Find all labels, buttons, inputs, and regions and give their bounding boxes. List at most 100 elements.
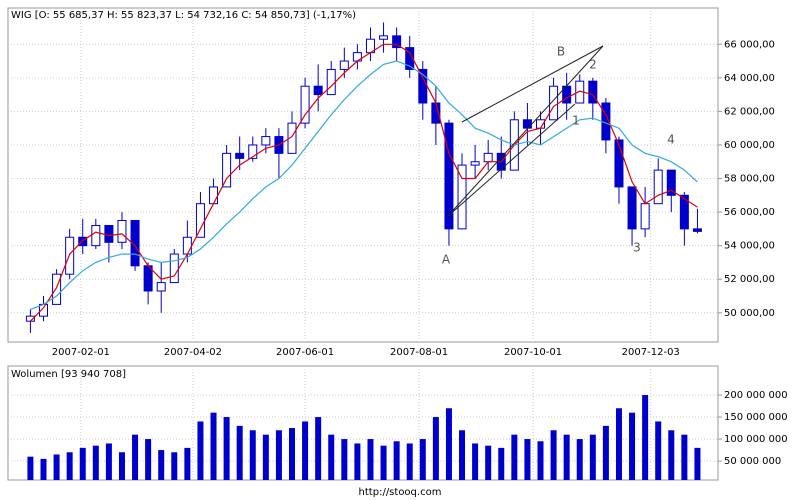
candle-body bbox=[143, 265, 153, 292]
volume-bar bbox=[210, 412, 217, 480]
volume-bar bbox=[642, 395, 649, 480]
candle-body bbox=[287, 122, 297, 154]
volume-bar bbox=[681, 434, 688, 480]
volume-bar bbox=[27, 456, 34, 480]
price-panel bbox=[7, 7, 719, 343]
candle-body bbox=[614, 139, 624, 188]
volume-bar bbox=[302, 421, 309, 480]
volume-bar bbox=[629, 412, 636, 480]
volume-bar bbox=[472, 443, 479, 480]
y-tick-label: 58 000,00 bbox=[724, 174, 775, 185]
candle-body bbox=[549, 85, 559, 121]
volume-bar bbox=[576, 439, 583, 480]
candle-body bbox=[182, 236, 192, 255]
volume-header: Wolumen [93 940 708] bbox=[11, 369, 126, 380]
volume-panel bbox=[7, 365, 719, 481]
volume-bar bbox=[184, 447, 191, 480]
y-tick-label: 50 000 000 bbox=[724, 456, 781, 467]
candle-body bbox=[444, 122, 454, 230]
candle-body bbox=[405, 47, 415, 70]
volume-bar bbox=[537, 441, 544, 480]
footer: http://stooq.com bbox=[359, 487, 442, 498]
y-tick-label: 60 000,00 bbox=[724, 140, 775, 151]
volume-bar bbox=[92, 445, 99, 480]
volume-bar bbox=[380, 445, 387, 480]
candle-body bbox=[235, 152, 245, 159]
volume-bar bbox=[118, 452, 125, 480]
annotation: A bbox=[442, 253, 451, 267]
volume-bar bbox=[445, 408, 452, 480]
volume-bar bbox=[315, 417, 322, 480]
candle-body bbox=[91, 225, 101, 247]
volume-bar bbox=[53, 454, 60, 480]
candle-body bbox=[679, 194, 689, 230]
x-tick-label: 2007-10-01 bbox=[504, 347, 562, 358]
annotation: 4 bbox=[667, 133, 675, 147]
volume-bar bbox=[223, 417, 230, 480]
y-tick-label: 52 000,00 bbox=[724, 274, 775, 285]
volume-bar bbox=[393, 441, 400, 480]
volume-bar bbox=[40, 458, 47, 480]
moving-average bbox=[30, 60, 698, 310]
volume-bar bbox=[694, 447, 701, 480]
annotation: 3 bbox=[633, 241, 641, 255]
volume-bar bbox=[550, 430, 557, 480]
candle-body bbox=[640, 203, 650, 230]
trend-line bbox=[446, 45, 604, 218]
y-tick-label: 100 000 000 bbox=[724, 434, 788, 445]
volume-bar bbox=[419, 439, 426, 480]
candle-body bbox=[52, 273, 62, 305]
candle-body bbox=[156, 282, 166, 292]
candle-body bbox=[222, 152, 232, 188]
candle-body bbox=[457, 164, 467, 230]
volume-bar bbox=[289, 428, 295, 480]
candle-body bbox=[78, 236, 88, 247]
volume-bar bbox=[459, 430, 466, 480]
volume-bar bbox=[275, 430, 282, 480]
volume-bar bbox=[511, 434, 518, 480]
volume-bar bbox=[145, 439, 152, 480]
volume-bar bbox=[79, 447, 86, 480]
volume-bar bbox=[485, 445, 492, 480]
moving-average bbox=[29, 43, 698, 322]
annotation: B bbox=[557, 45, 565, 59]
candle-body bbox=[195, 203, 205, 238]
x-tick-label: 2007-02-01 bbox=[52, 347, 110, 358]
volume-bar bbox=[367, 439, 374, 480]
candle-body bbox=[248, 144, 258, 159]
y-tick-label: 62 000,00 bbox=[724, 106, 775, 117]
candle-body bbox=[209, 186, 219, 205]
candle-body bbox=[483, 152, 493, 163]
volume-bar bbox=[432, 417, 439, 480]
trend-line bbox=[461, 45, 604, 123]
candle-body bbox=[379, 35, 389, 40]
volume-bar bbox=[197, 421, 204, 480]
annotation: 2 bbox=[589, 58, 597, 72]
candle-body bbox=[130, 219, 140, 267]
y-tick-label: 56 000,00 bbox=[724, 207, 775, 218]
candle-body bbox=[339, 60, 349, 70]
volume-bar bbox=[158, 450, 165, 480]
candle-body bbox=[666, 169, 676, 196]
volume-bar bbox=[655, 421, 662, 480]
volume-bar bbox=[132, 434, 139, 480]
candle-body bbox=[627, 186, 637, 230]
candle-body bbox=[653, 169, 663, 205]
y-tick-label: 50 000,00 bbox=[724, 308, 775, 319]
y-tick-label: 64 000,00 bbox=[724, 73, 775, 84]
candle-body bbox=[300, 85, 310, 124]
price-header: WIG [O: 55 685,37 H: 55 823,37 L: 54 732… bbox=[11, 10, 356, 21]
candle-body bbox=[692, 228, 702, 232]
y-tick-label: 54 000,00 bbox=[724, 241, 775, 252]
volume-bar bbox=[66, 452, 73, 480]
x-tick-label: 2007-04-02 bbox=[164, 347, 222, 358]
candle-body bbox=[588, 80, 598, 104]
volume-bar bbox=[262, 434, 269, 480]
candle-body bbox=[117, 219, 127, 243]
volume-bar bbox=[615, 408, 622, 480]
candle-body bbox=[313, 85, 323, 96]
candle-body bbox=[392, 35, 402, 49]
volume-bar bbox=[249, 430, 256, 480]
